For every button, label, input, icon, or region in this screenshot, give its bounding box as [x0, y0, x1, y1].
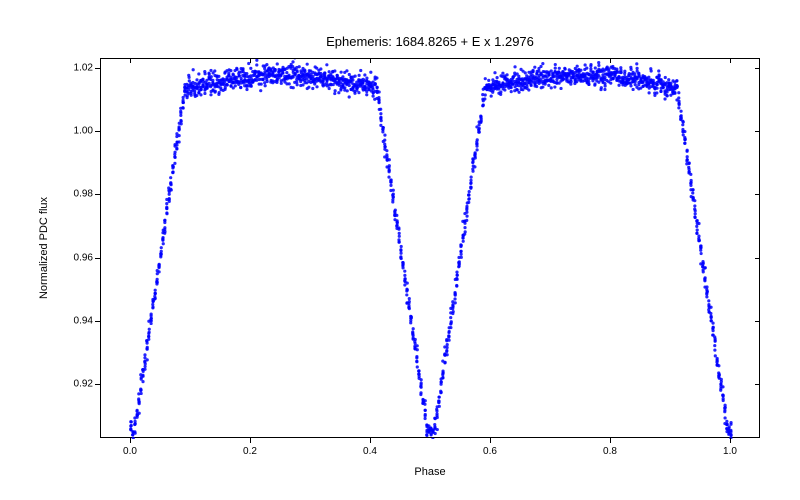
y-tick — [755, 68, 760, 69]
x-tick-label: 0.0 — [123, 446, 137, 457]
x-tick — [610, 58, 611, 63]
x-tick — [250, 58, 251, 63]
x-tick-label: 1.0 — [723, 446, 737, 457]
x-tick — [490, 438, 491, 443]
y-tick-label: 0.94 — [55, 315, 93, 326]
x-tick — [370, 438, 371, 443]
x-tick — [610, 438, 611, 443]
chart-title: Ephemeris: 1684.8265 + E x 1.2976 — [100, 34, 760, 49]
x-tick — [730, 58, 731, 63]
scatter-layer — [101, 59, 761, 439]
y-tick — [95, 194, 100, 195]
x-tick — [130, 438, 131, 443]
y-axis-label: Normalized PDC flux — [38, 58, 50, 438]
x-axis-label: Phase — [100, 466, 760, 478]
scatter-points — [129, 59, 733, 439]
y-tick — [755, 131, 760, 132]
y-tick-label: 1.02 — [55, 62, 93, 73]
x-tick — [730, 438, 731, 443]
y-tick — [95, 384, 100, 385]
x-tick — [370, 58, 371, 63]
y-tick — [755, 384, 760, 385]
y-tick-label: 0.96 — [55, 252, 93, 263]
y-tick-label: 1.00 — [55, 125, 93, 136]
x-tick-label: 0.8 — [603, 446, 617, 457]
x-tick — [490, 58, 491, 63]
light-curve-chart: Ephemeris: 1684.8265 + E x 1.2976 Phase … — [0, 0, 800, 500]
plot-area — [100, 58, 760, 438]
x-tick-label: 0.2 — [243, 446, 257, 457]
x-tick-label: 0.4 — [363, 446, 377, 457]
y-tick — [755, 194, 760, 195]
x-tick — [250, 438, 251, 443]
x-tick — [130, 58, 131, 63]
y-tick-label: 0.92 — [55, 379, 93, 390]
y-tick — [755, 258, 760, 259]
x-tick-label: 0.6 — [483, 446, 497, 457]
y-tick — [95, 321, 100, 322]
y-tick — [95, 131, 100, 132]
y-tick — [755, 321, 760, 322]
y-tick-label: 0.98 — [55, 189, 93, 200]
y-tick — [95, 68, 100, 69]
y-tick — [95, 258, 100, 259]
